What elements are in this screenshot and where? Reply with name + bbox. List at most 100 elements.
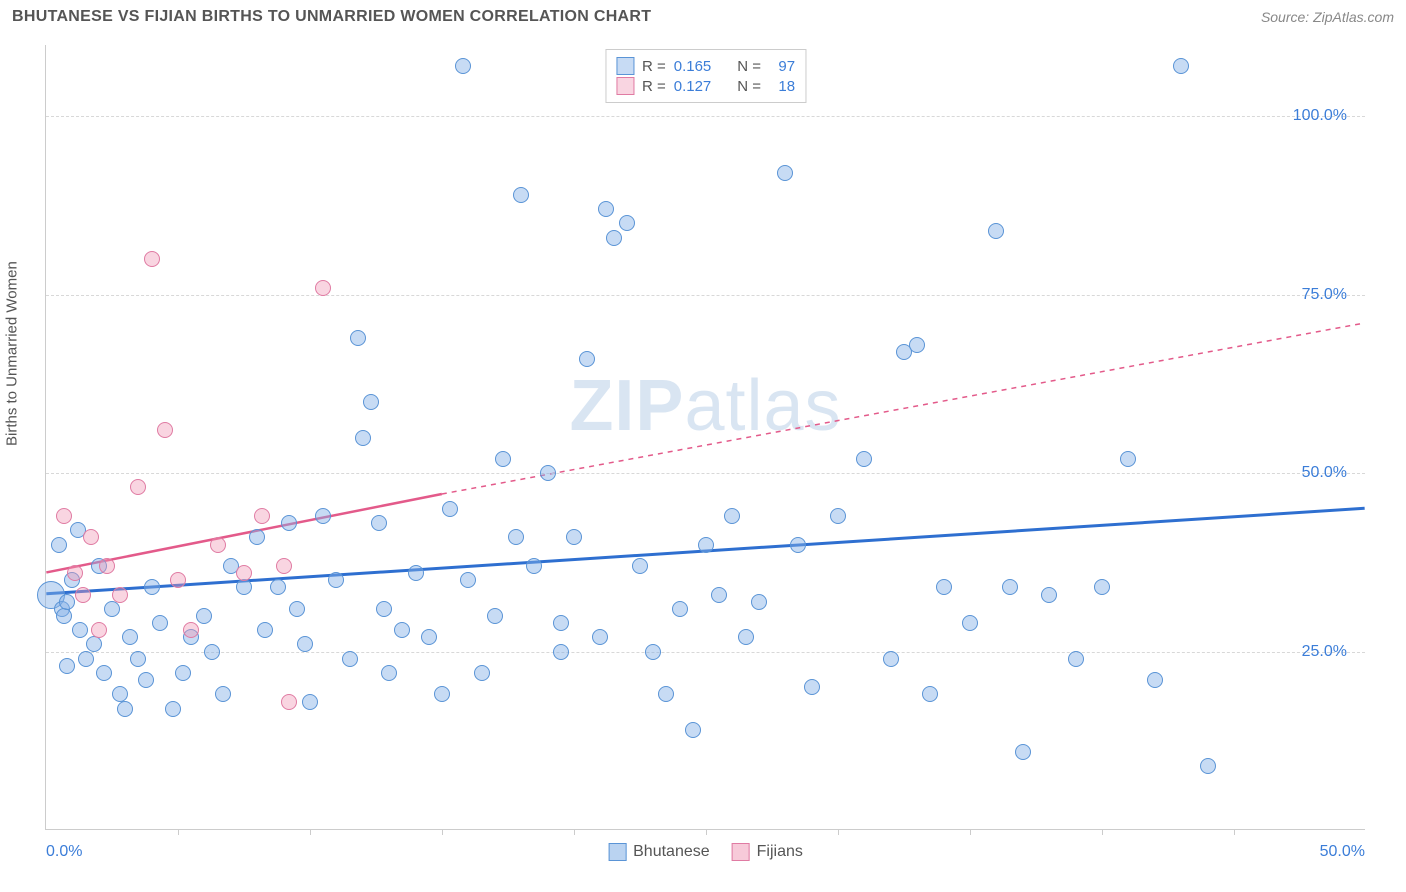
chart-title: BHUTANESE VS FIJIAN BIRTHS TO UNMARRIED … <box>12 8 651 26</box>
data-point <box>434 686 450 702</box>
data-point <box>254 508 270 524</box>
gridline <box>46 473 1365 474</box>
data-point <box>632 558 648 574</box>
y-tick-label: 100.0% <box>1293 107 1347 125</box>
data-point <box>196 608 212 624</box>
data-point <box>381 665 397 681</box>
data-point <box>508 529 524 545</box>
data-point <box>99 558 115 574</box>
data-point <box>1002 579 1018 595</box>
data-point <box>170 572 186 588</box>
n-label: N = <box>737 58 761 75</box>
data-point <box>408 565 424 581</box>
data-point <box>658 686 674 702</box>
data-point <box>86 636 102 652</box>
y-tick-label: 50.0% <box>1302 464 1347 482</box>
data-point <box>724 508 740 524</box>
data-point <box>988 223 1004 239</box>
trendlines-svg <box>46 45 1365 829</box>
data-point <box>56 508 72 524</box>
data-point <box>104 601 120 617</box>
data-point <box>130 651 146 667</box>
data-point <box>122 629 138 645</box>
data-point <box>777 165 793 181</box>
data-point <box>394 622 410 638</box>
data-point <box>281 694 297 710</box>
legend-row: R =0.127N =18 <box>616 77 795 95</box>
correlation-legend: R =0.165N =97R =0.127N =18 <box>605 49 806 103</box>
data-point <box>804 679 820 695</box>
data-point <box>376 601 392 617</box>
gridline <box>46 652 1365 653</box>
data-point <box>553 644 569 660</box>
data-point <box>1041 587 1057 603</box>
data-point <box>157 422 173 438</box>
data-point <box>270 579 286 595</box>
data-point <box>790 537 806 553</box>
data-point <box>281 515 297 531</box>
data-point <box>962 615 978 631</box>
data-point <box>1173 58 1189 74</box>
data-point <box>830 508 846 524</box>
data-point <box>685 722 701 738</box>
r-value: 0.165 <box>674 58 712 75</box>
legend-swatch <box>616 57 634 75</box>
data-point <box>487 608 503 624</box>
y-tick-label: 25.0% <box>1302 643 1347 661</box>
data-point <box>922 686 938 702</box>
data-point <box>606 230 622 246</box>
data-point <box>342 651 358 667</box>
data-point <box>215 686 231 702</box>
data-point <box>738 629 754 645</box>
data-point <box>315 280 331 296</box>
data-point <box>856 451 872 467</box>
data-point <box>455 58 471 74</box>
data-point <box>112 587 128 603</box>
data-point <box>138 672 154 688</box>
data-point <box>592 629 608 645</box>
data-point <box>579 351 595 367</box>
data-point <box>698 537 714 553</box>
r-label: R = <box>642 58 666 75</box>
r-label: R = <box>642 78 666 95</box>
x-tick-mark <box>706 829 707 835</box>
data-point <box>289 601 305 617</box>
r-value: 0.127 <box>674 78 712 95</box>
data-point <box>75 587 91 603</box>
data-point <box>1015 744 1031 760</box>
data-point <box>495 451 511 467</box>
data-point <box>371 515 387 531</box>
data-point <box>72 622 88 638</box>
data-point <box>1200 758 1216 774</box>
data-point <box>645 644 661 660</box>
data-point <box>144 579 160 595</box>
data-point <box>210 537 226 553</box>
data-point <box>59 594 75 610</box>
data-point <box>302 694 318 710</box>
legend-item: Bhutanese <box>608 843 710 861</box>
data-point <box>350 330 366 346</box>
data-point <box>183 622 199 638</box>
data-point <box>51 537 67 553</box>
data-point <box>1147 672 1163 688</box>
data-point <box>91 622 107 638</box>
data-point <box>204 644 220 660</box>
legend-label: Fijians <box>757 843 803 861</box>
data-point <box>936 579 952 595</box>
data-point <box>152 615 168 631</box>
x-tick-mark <box>442 829 443 835</box>
data-point <box>1094 579 1110 595</box>
x-tick-mark <box>310 829 311 835</box>
data-point <box>165 701 181 717</box>
data-point <box>619 215 635 231</box>
chart-header: BHUTANESE VS FIJIAN BIRTHS TO UNMARRIED … <box>12 8 1394 26</box>
data-point <box>276 558 292 574</box>
series-legend: Bhutanese Fijians <box>608 843 803 861</box>
data-point <box>672 601 688 617</box>
y-tick-label: 75.0% <box>1302 286 1347 304</box>
source-label: Source: ZipAtlas.com <box>1261 9 1394 25</box>
legend-row: R =0.165N =97 <box>616 57 795 75</box>
data-point <box>513 187 529 203</box>
legend-swatch <box>732 843 750 861</box>
data-point <box>59 658 75 674</box>
